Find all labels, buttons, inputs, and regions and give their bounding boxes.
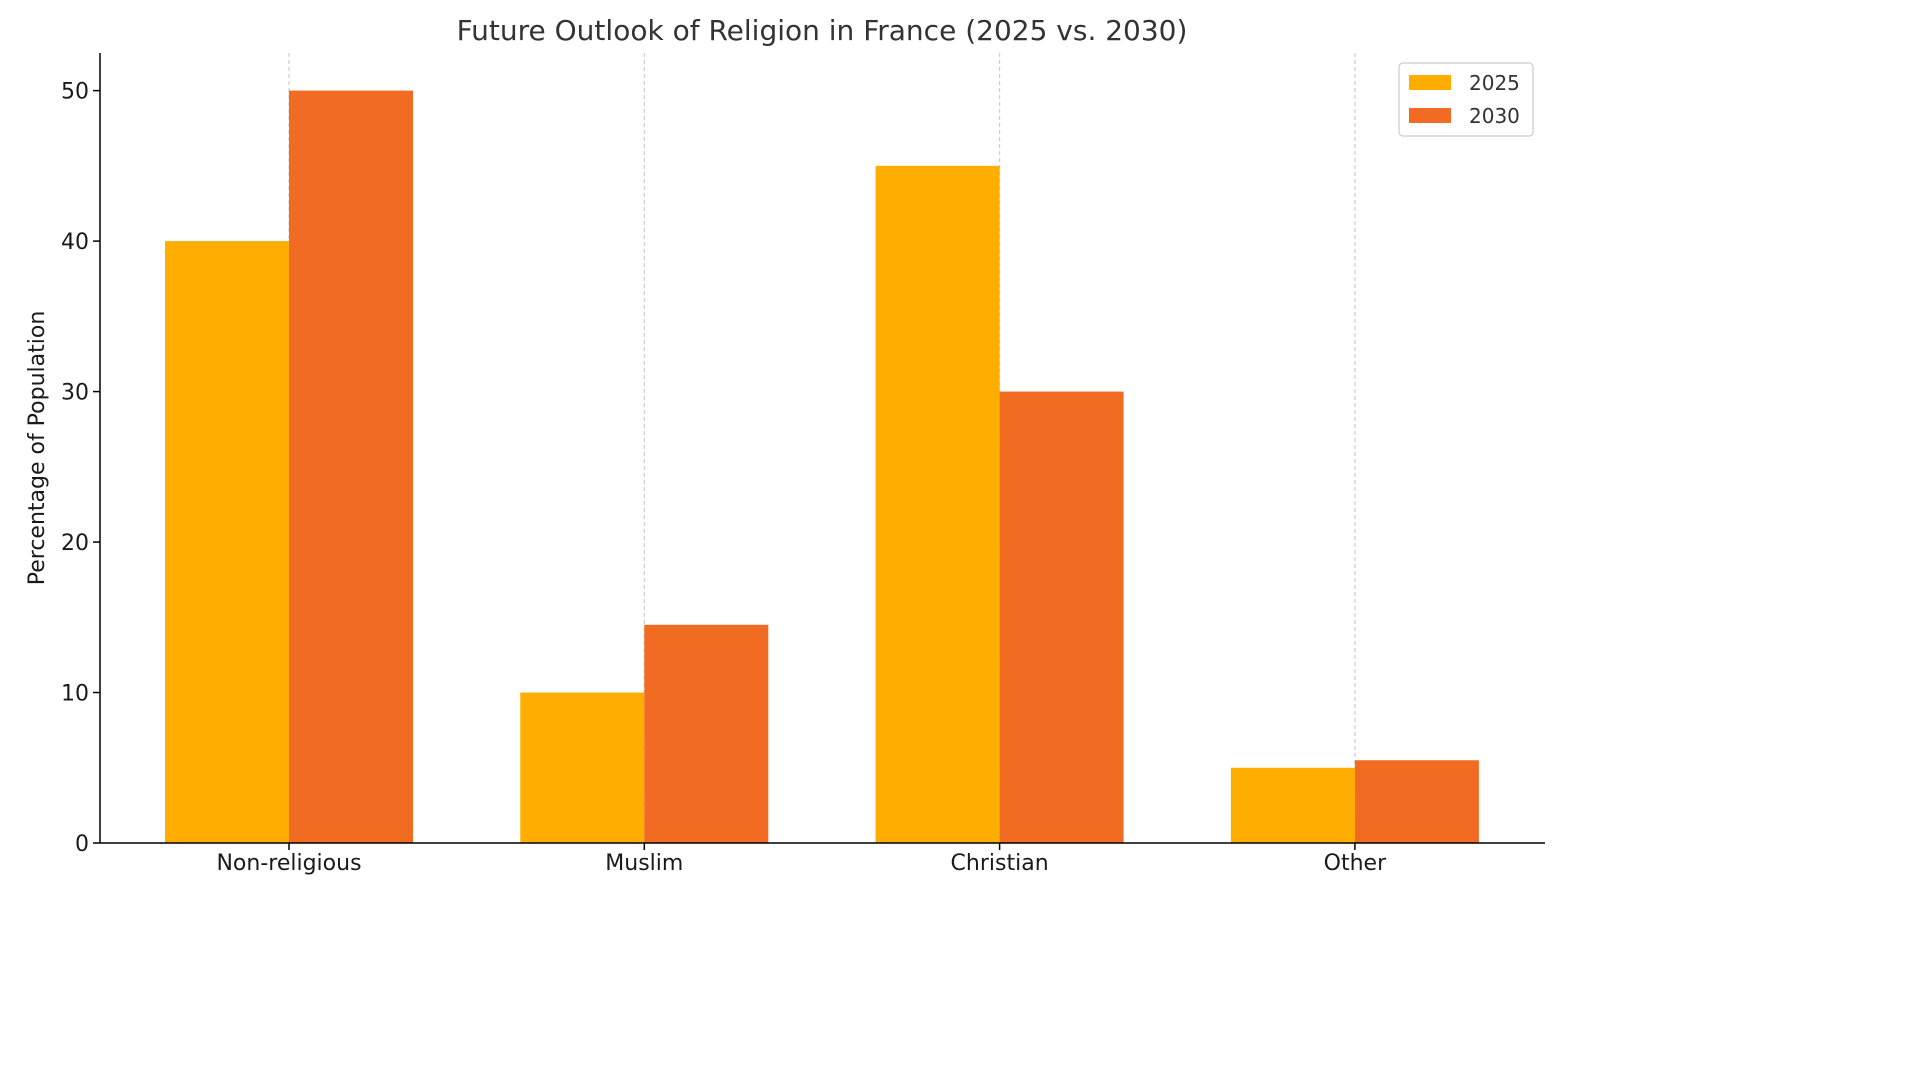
grid-lines bbox=[288, 53, 1356, 843]
bar-2025-Other bbox=[1230, 767, 1355, 843]
bar-2030-Non-religious bbox=[289, 90, 413, 844]
y-tick-label-50: 50 bbox=[61, 80, 89, 105]
chart-title: Future Outlook of Religion in France (20… bbox=[457, 14, 1188, 47]
x-tick-label-2: Christian bbox=[951, 851, 1049, 876]
legend-swatch-2025 bbox=[1409, 75, 1451, 90]
y-tick-label-30: 30 bbox=[61, 381, 89, 406]
legend-swatch-2030 bbox=[1409, 108, 1451, 123]
legend-label-2025: 2025 bbox=[1469, 71, 1520, 95]
y-tick-label-40: 40 bbox=[61, 230, 89, 255]
y-axis-label: Percentage of Population bbox=[25, 311, 50, 586]
y-tick-label-0: 0 bbox=[75, 832, 89, 857]
bar-2030-Muslim bbox=[644, 624, 769, 843]
bar-2025-Christian bbox=[875, 165, 1000, 843]
bars bbox=[165, 90, 1479, 844]
chart: Future Outlook of Religion in France (20… bbox=[25, 14, 1545, 876]
x-tick-label-0: Non-religious bbox=[216, 851, 361, 876]
x-tick-label-3: Other bbox=[1324, 851, 1387, 876]
y-tick-label-10: 10 bbox=[61, 682, 89, 707]
bar-2025-Muslim bbox=[520, 692, 645, 843]
x-tick-label-1: Muslim bbox=[605, 851, 683, 876]
legend: 2025 2030 bbox=[1398, 62, 1534, 137]
bar-2025-Non-religious bbox=[165, 241, 289, 844]
legend-label-2030: 2030 bbox=[1469, 104, 1520, 128]
y-tick-label-20: 20 bbox=[61, 531, 89, 556]
bar-2030-Christian bbox=[999, 391, 1124, 843]
bar-2030-Other bbox=[1354, 760, 1479, 843]
